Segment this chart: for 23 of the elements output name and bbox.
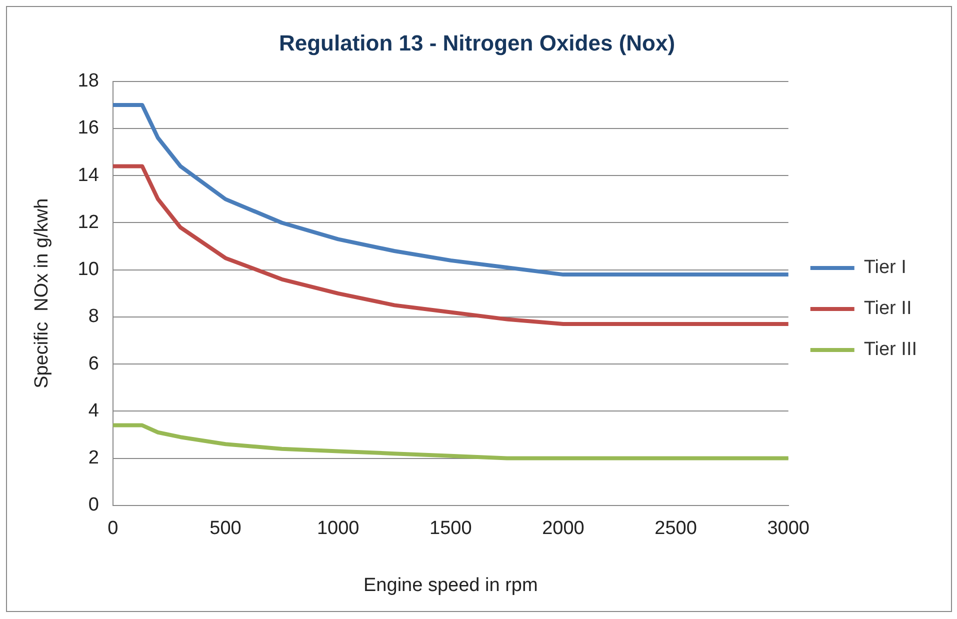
x-tick-label: 1500	[430, 518, 472, 540]
y-axis-title: Specific NOx in g/kwh	[32, 198, 53, 388]
y-tick-label: 8	[88, 306, 99, 328]
y-tick-label: 14	[78, 164, 100, 186]
y-tick-label: 4	[88, 400, 100, 422]
y-tick-label: 10	[78, 259, 99, 280]
y-tick-label: 2	[88, 448, 99, 469]
legend-label: Tier III	[864, 339, 918, 360]
x-axis-title: Engine speed in rpm	[364, 574, 538, 596]
x-tick-label: 0	[108, 518, 118, 540]
y-tick-label: 12	[78, 212, 99, 233]
chart-title: Regulation 13 - Nitrogen Oxides (Nox)	[278, 30, 676, 56]
legend-label: Tier II	[864, 298, 912, 320]
legend-label: Tier I	[864, 257, 906, 278]
y-tick-label: 18	[78, 70, 99, 92]
x-tick-label: 1000	[316, 518, 360, 540]
x-tick-label: 2000	[542, 518, 584, 540]
y-tick-label: 0	[88, 494, 99, 516]
x-tick-label: 3000	[767, 518, 810, 540]
y-tick-label: 6	[88, 353, 99, 374]
x-tick-label: 2500	[654, 518, 697, 540]
y-tick-label: 16	[78, 118, 99, 139]
x-tick-label: 500	[210, 518, 242, 540]
